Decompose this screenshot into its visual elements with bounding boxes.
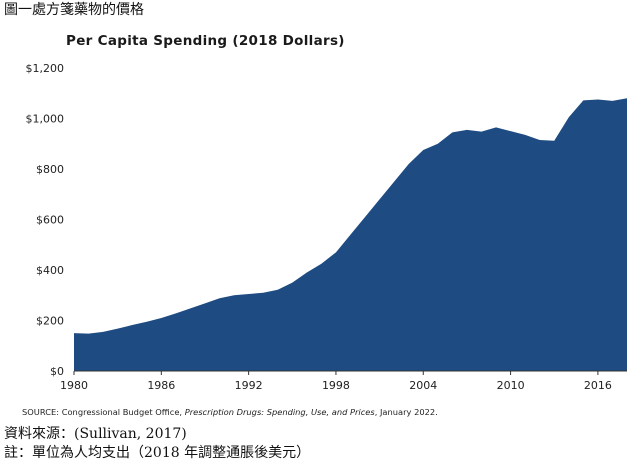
x-tick-label: 1986 (147, 379, 175, 392)
y-tick-label: $200 (36, 315, 64, 328)
unit-note: 註：單位為人均支出（2018 年調整通脹後美元） (4, 445, 311, 461)
y-tick-label: $1,000 (26, 113, 65, 126)
spending-area (74, 98, 627, 372)
figure-caption: 圖一處方箋藥物的價格 (4, 2, 144, 18)
y-tick-label: $1,200 (26, 62, 65, 75)
y-tick-label: $800 (36, 163, 64, 176)
y-tick-label: $600 (36, 214, 64, 227)
y-tick-label: $0 (50, 365, 64, 378)
y-axis: $0 $200 $400 $600 $800 $1,000 $1,200 (26, 62, 65, 378)
y-tick-label: $400 (36, 264, 64, 277)
chart-title: Per Capita Spending (2018 Dollars) (66, 33, 345, 49)
x-tick-label: 1980 (60, 379, 88, 392)
source-note: SOURCE: Congressional Budget Office, Pre… (22, 407, 438, 417)
x-tick-label: 2016 (584, 379, 612, 392)
x-tick-label: 1992 (235, 379, 263, 392)
x-axis: 1980 1986 1992 1998 2004 2010 2016 (60, 371, 612, 392)
x-tick-label: 2004 (409, 379, 437, 392)
reference-line: 資料來源：(Sullivan, 2017) (4, 426, 187, 442)
x-tick-label: 1998 (322, 379, 350, 392)
x-tick-label: 2010 (497, 379, 525, 392)
